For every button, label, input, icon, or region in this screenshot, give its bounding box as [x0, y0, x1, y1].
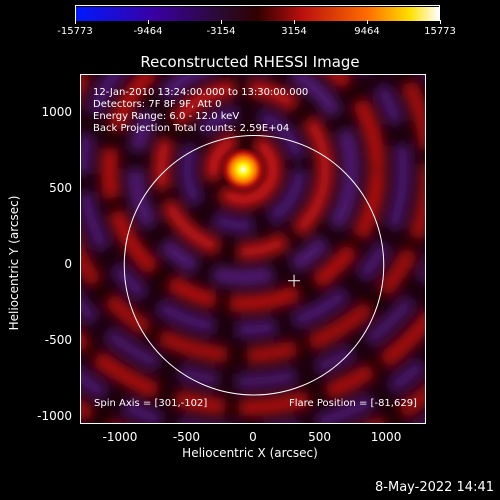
sidelobe-ring — [127, 75, 360, 286]
colorbar-tick-mark — [440, 20, 441, 24]
info-flare-position: Flare Position = [-81,629] — [289, 398, 417, 409]
info-method: Back Projection Total counts: 2.59E+04 — [93, 123, 290, 134]
x-tick-label: 0 — [249, 430, 257, 444]
y-tick-label: 1000 — [41, 105, 72, 120]
info-detectors: Detectors: 7F 8F 9F, Att 0 — [93, 99, 222, 110]
y-tick-label: -1000 — [37, 409, 72, 424]
page-title: Reconstructed RHESSI Image — [140, 53, 360, 71]
info-block: 12-Jan-2010 13:24:00.000 to 13:30:00.000… — [93, 87, 308, 135]
colorbar-tick-label: -9464 — [133, 26, 163, 37]
info-time: 12-Jan-2010 13:24:00.000 to 13:30:00.000 — [93, 87, 309, 98]
sidelobe-ring — [153, 79, 334, 260]
sidelobe-ring — [81, 75, 412, 338]
x-tick-label: -500 — [172, 430, 201, 444]
sidelobe-ring — [81, 75, 425, 390]
flare-peak — [221, 147, 266, 192]
colorbar-tick-label: -3154 — [206, 26, 236, 37]
spin-axis-marker — [288, 274, 301, 287]
x-tick-label: 500 — [308, 430, 331, 444]
y-tick-label: 0 — [64, 257, 72, 272]
x-axis-label: Heliocentric X (arcsec) — [182, 446, 318, 460]
sidelobe-ring — [81, 310, 425, 416]
solar-limb-circle — [123, 134, 385, 396]
colorbar-tick-label: -15773 — [57, 26, 93, 37]
colorbar-tick-label: 9464 — [354, 26, 380, 37]
image-plot: 12-Jan-2010 13:24:00.000 to 13:30:00.000… — [80, 74, 426, 424]
info-energy: Energy Range: 6.0 - 12.0 keV — [93, 111, 240, 122]
sidelobe-ring — [205, 131, 282, 208]
info-spin-axis: Spin Axis = [301,-102] — [94, 398, 208, 409]
colorbar — [75, 5, 440, 21]
y-axis-label: Heliocentric Y (arcsec) — [7, 195, 21, 331]
colorbar-tick-mark — [75, 20, 76, 24]
sidelobe-ring — [101, 75, 386, 312]
colorbar-tick-mark — [221, 20, 222, 24]
heatmap-image — [81, 75, 425, 423]
timestamp: 8-May-2022 14:41 — [375, 480, 494, 495]
colorbar-tick-label: 15773 — [424, 26, 456, 37]
x-tick-label: 1000 — [370, 430, 402, 444]
y-tick-label: -500 — [44, 333, 72, 348]
colorbar-tick-mark — [293, 20, 295, 24]
x-tick-label: -1000 — [102, 430, 138, 444]
colorbar-tick-mark — [367, 20, 368, 24]
colorbar-tick-mark — [147, 20, 149, 24]
sidelobe-ring — [179, 105, 308, 234]
colorbar-tick-label: 3154 — [281, 26, 307, 37]
y-tick-label: 500 — [49, 181, 72, 196]
